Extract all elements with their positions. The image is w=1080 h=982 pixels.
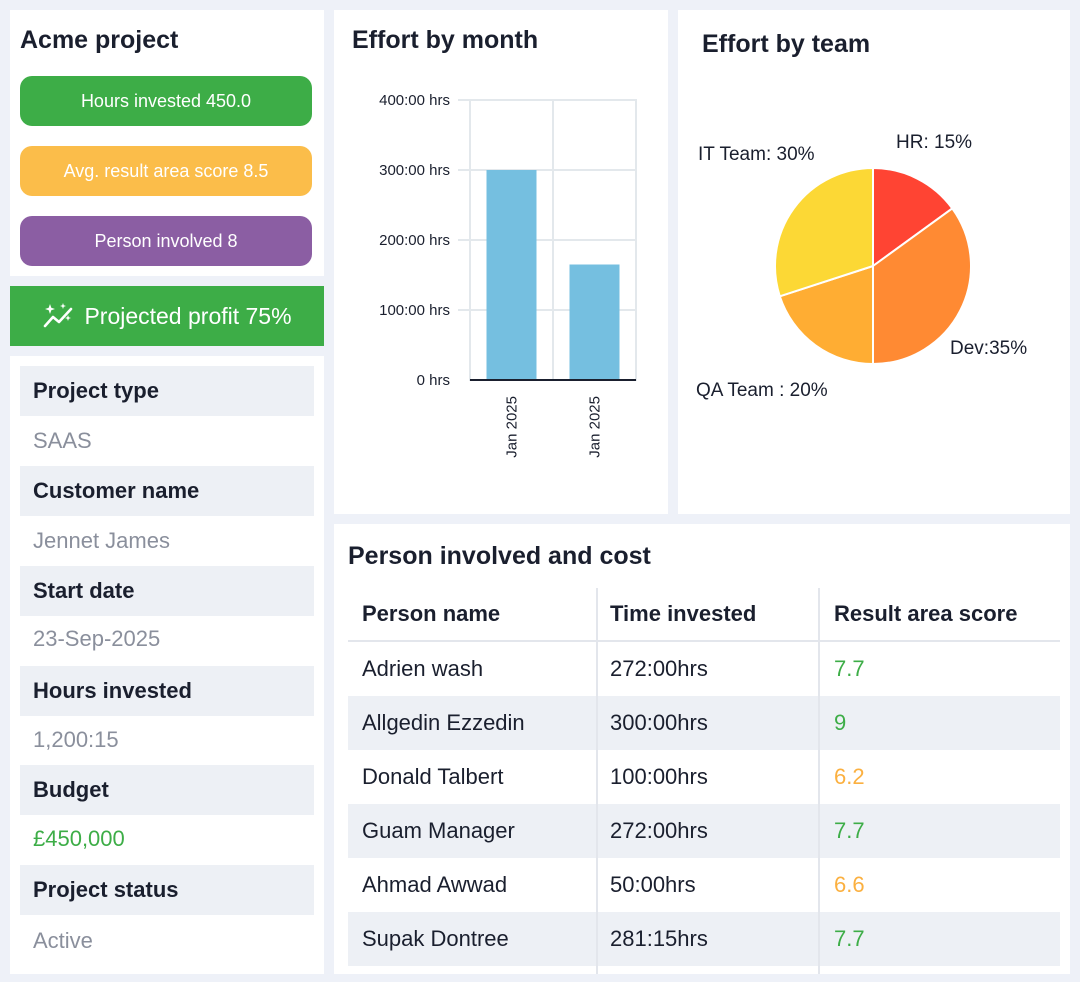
persons-involved-badge: Person involved 8 bbox=[20, 216, 312, 266]
pie-slice bbox=[872, 166, 954, 268]
time-invested-cell: 272:00hrs bbox=[610, 656, 708, 681]
time-invested-cell: 281:15hrs bbox=[610, 926, 708, 951]
header-divider bbox=[348, 640, 1060, 642]
bar bbox=[486, 170, 537, 380]
person-name-cell: Allgedin Ezzedin bbox=[362, 710, 525, 735]
column-header-result-score: Result area score bbox=[834, 601, 1018, 626]
project-status-label: Project status bbox=[20, 865, 314, 915]
column-divider bbox=[596, 588, 598, 974]
y-tick-label: 100:00 hrs bbox=[379, 302, 450, 319]
pie-slice-label: HR: 15% bbox=[896, 132, 972, 153]
table-row[interactable]: Adrien wash 272:00hrs 7.7 bbox=[348, 642, 1060, 696]
project-title: Acme project bbox=[20, 26, 179, 54]
effort-by-team-title: Effort by team bbox=[702, 30, 871, 58]
start-date-label: Start date bbox=[20, 566, 314, 616]
pie-slice-label: QA Team : 20% bbox=[696, 380, 828, 401]
hours-invested-value: 1,200:15 bbox=[33, 727, 119, 752]
x-tick-label: Jan 2025 bbox=[587, 396, 604, 458]
customer-name-value: Jennet James bbox=[33, 528, 170, 553]
y-tick-label: 400:00 hrs bbox=[379, 92, 450, 109]
table-row[interactable]: Ahmad Awwad 50:00hrs 6.6 bbox=[348, 858, 1060, 912]
y-tick-label: 0 hrs bbox=[417, 372, 450, 389]
project-details: Project type SAAS Customer name Jennet J… bbox=[10, 356, 324, 974]
effort-by-month-title: Effort by month bbox=[352, 26, 539, 54]
project-summary-card: Acme project Hours invested 450.0 Avg. r… bbox=[10, 10, 324, 276]
budget-value: £450,000 bbox=[33, 826, 125, 851]
person-cost-title: Person involved and cost bbox=[348, 542, 651, 570]
budget-label: Budget bbox=[20, 765, 314, 815]
result-score-cell: 7.7 bbox=[834, 656, 865, 681]
projected-profit-label: Projected profit 75% bbox=[84, 302, 292, 329]
result-score-cell: 6.6 bbox=[834, 872, 865, 897]
project-type-label: Project type bbox=[20, 366, 314, 416]
sparkle-trend-icon bbox=[44, 303, 73, 328]
customer-name-label: Customer name bbox=[20, 466, 314, 516]
bar bbox=[569, 264, 620, 380]
result-score-cell: 6.2 bbox=[834, 764, 865, 789]
pie-slice bbox=[774, 166, 874, 298]
project-type-value: SAAS bbox=[33, 428, 92, 453]
person-name-cell: Guam Manager bbox=[362, 818, 515, 843]
time-invested-cell: 272:00hrs bbox=[610, 818, 708, 843]
x-tick-label: Jan 2025 bbox=[504, 396, 521, 458]
pie-slice-label: IT Team: 30% bbox=[698, 144, 815, 165]
effort-by-team-card: Effort by team HR: 15% Dev:35% QA Team : 2… bbox=[678, 10, 1070, 514]
person-name-cell: Donald Talbert bbox=[362, 764, 504, 789]
y-tick-label: 300:00 hrs bbox=[379, 162, 450, 179]
effort-by-team-chart: HR: 15% Dev:35% QA Team : 20% IT Team: 30% bbox=[696, 132, 1027, 401]
result-score-cell: 7.7 bbox=[834, 926, 865, 951]
hours-invested-label: Hours invested bbox=[20, 666, 314, 716]
column-header-time-invested: Time invested bbox=[610, 601, 757, 626]
table-row[interactable]: Allgedin Ezzedin 300:00hrs 9 bbox=[348, 696, 1060, 750]
person-name-cell: Supak Dontree bbox=[362, 926, 509, 951]
table-row[interactable]: Supak Dontree 281:15hrs 7.7 bbox=[348, 912, 1060, 966]
time-invested-cell: 300:00hrs bbox=[610, 710, 708, 735]
projected-profit-banner: Projected profit 75% bbox=[10, 286, 324, 346]
avg-score-badge: Avg. result area score 8.5 bbox=[20, 146, 312, 196]
pie-slice-label: Dev:35% bbox=[950, 338, 1027, 359]
pie-slice bbox=[872, 206, 972, 366]
effort-by-month-chart: 0 hrs 100:00 hrs 200:00 hrs 300:00 hrs 400:0… bbox=[379, 92, 637, 458]
person-name-cell: Adrien wash bbox=[362, 656, 484, 681]
person-cost-table-card: Person involved and cost Person name Tim… bbox=[334, 524, 1070, 974]
result-score-cell: 9 bbox=[834, 710, 847, 735]
table-row[interactable]: Donald Talbert 100:00hrs 6.2 bbox=[348, 750, 1060, 804]
project-status-value: Active bbox=[33, 928, 93, 953]
column-divider bbox=[818, 588, 820, 974]
table-row[interactable]: Guam Manager 272:00hrs 7.7 bbox=[348, 804, 1060, 858]
column-header-person-name: Person name bbox=[362, 601, 501, 626]
hours-invested-badge: Hours invested 450.0 bbox=[20, 76, 312, 126]
result-score-cell: 7.7 bbox=[834, 818, 865, 843]
effort-by-month-card: Effort by month 0 hrs 100:00 hrs 200:00 hr… bbox=[334, 10, 668, 514]
y-tick-label: 200:00 hrs bbox=[379, 232, 450, 249]
time-invested-cell: 50:00hrs bbox=[610, 872, 696, 897]
time-invested-cell: 100:00hrs bbox=[610, 764, 708, 789]
start-date-value: 23-Sep-2025 bbox=[33, 626, 161, 651]
pie-slice bbox=[778, 264, 874, 366]
person-name-cell: Ahmad Awwad bbox=[362, 872, 508, 897]
